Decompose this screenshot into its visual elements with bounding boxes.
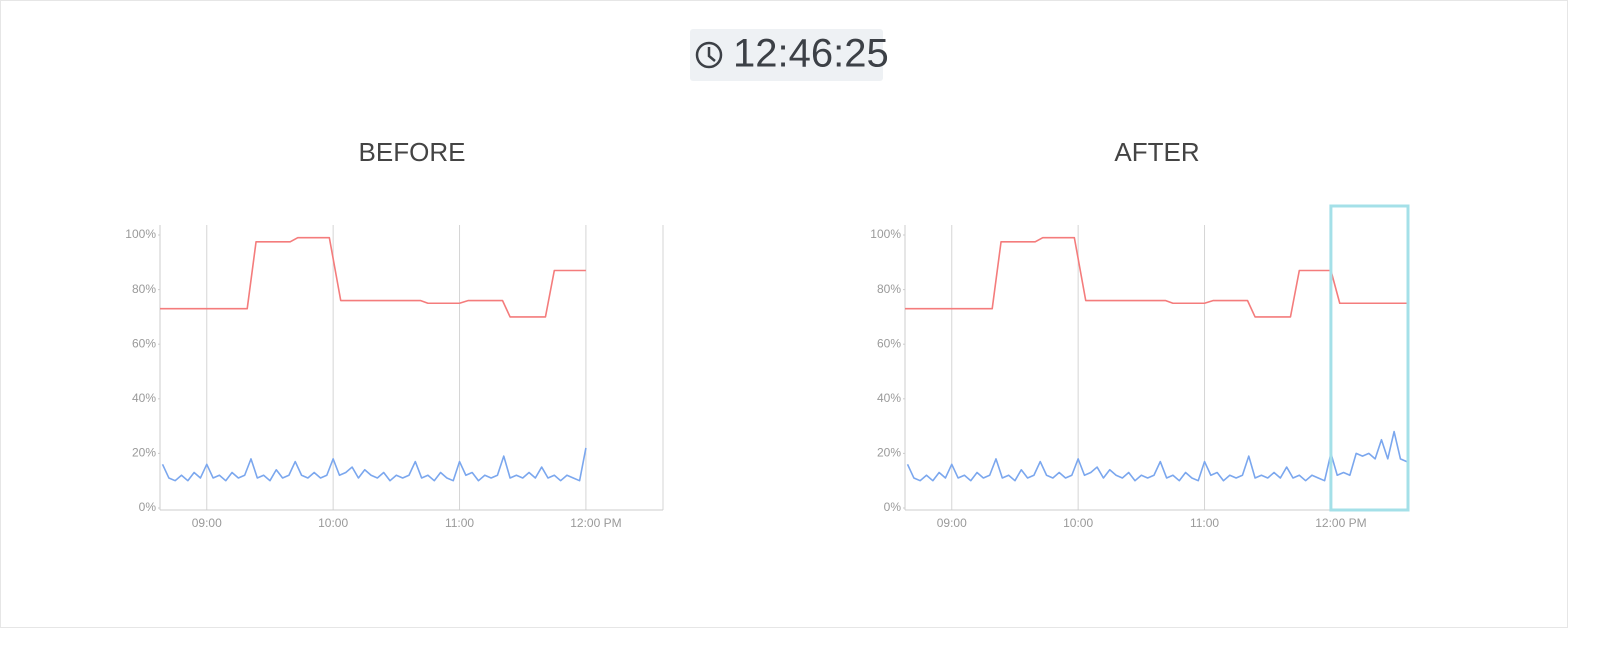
y-tick-label: 40% [132,391,156,405]
y-tick-label: 20% [132,446,156,460]
x-tick-label: 09:00 [192,516,222,530]
x-tick-label: 12:00 PM [570,516,621,530]
x-tick-label: 11:00 [445,516,474,530]
x-tick-label: 10:00 [318,516,348,530]
x-tick-label: 12:00 PM [1315,516,1366,530]
y-tick-label: 60% [877,336,901,350]
clock-time: 12:46:25 [733,32,889,76]
x-tick-label: 09:00 [937,516,967,530]
y-tick-label: 0% [139,500,157,514]
y-tick-label: 100% [125,227,156,241]
y-tick-label: 100% [870,227,901,241]
series-line [905,236,1407,318]
clock-icon [695,41,723,69]
chart-title: BEFORE [359,137,466,167]
series-line [161,447,587,482]
y-tick-label: 20% [877,446,901,460]
series-line [160,236,586,318]
y-tick-label: 40% [877,391,901,405]
chart-title: AFTER [1114,137,1199,167]
series-line [906,430,1408,482]
y-tick-label: 0% [884,500,902,514]
y-tick-label: 60% [132,336,156,350]
frame [0,0,1568,628]
y-tick-label: 80% [132,282,156,296]
clock-hands [707,47,716,62]
x-tick-label: 10:00 [1063,516,1093,530]
highlight-box [1329,204,1410,512]
y-tick-label: 80% [877,282,901,296]
x-tick-label: 11:00 [1190,516,1219,530]
clock-box [690,29,883,81]
